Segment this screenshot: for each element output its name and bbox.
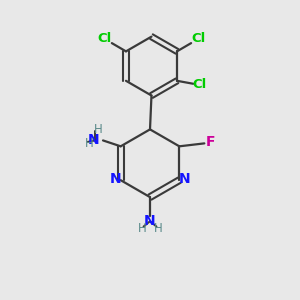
Text: Cl: Cl xyxy=(191,32,205,46)
Text: N: N xyxy=(179,172,190,186)
Text: H: H xyxy=(154,221,163,235)
Text: H: H xyxy=(94,123,102,136)
Text: Cl: Cl xyxy=(98,32,112,46)
Text: H: H xyxy=(85,137,94,150)
Text: N: N xyxy=(144,214,156,228)
Text: N: N xyxy=(88,134,100,147)
Text: N: N xyxy=(110,172,121,186)
Text: F: F xyxy=(206,135,216,149)
Text: H: H xyxy=(137,221,146,235)
Text: Cl: Cl xyxy=(192,78,206,91)
